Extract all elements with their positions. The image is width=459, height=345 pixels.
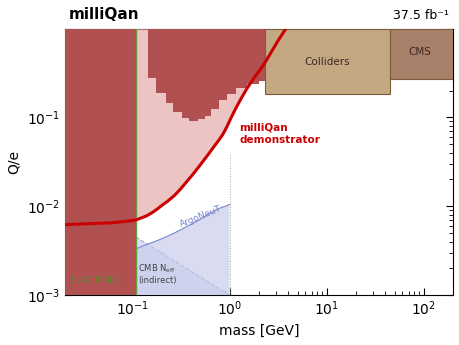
Y-axis label: Q/e: Q/e: [7, 150, 21, 174]
Polygon shape: [65, 204, 229, 295]
Text: milliQan: milliQan: [68, 7, 139, 22]
Text: 37.5 fb⁻¹: 37.5 fb⁻¹: [392, 9, 448, 22]
Polygon shape: [135, 237, 229, 295]
Bar: [389, 29, 452, 79]
Text: CMB N$_{\mathrm{eff}}$
(indirect): CMB N$_{\mathrm{eff}}$ (indirect): [138, 262, 177, 285]
X-axis label: mass [GeV]: mass [GeV]: [218, 324, 298, 338]
Text: CMS: CMS: [407, 47, 430, 57]
Text: SLAC MilliQ: SLAC MilliQ: [70, 276, 118, 285]
Text: milliQan
demonstrator: milliQan demonstrator: [239, 123, 319, 145]
Text: Colliders: Colliders: [303, 57, 349, 67]
Polygon shape: [65, 29, 268, 295]
Polygon shape: [65, 29, 135, 295]
Text: ArgoNeuT: ArgoNeuT: [179, 204, 223, 229]
Polygon shape: [65, 29, 268, 295]
Bar: [264, 29, 389, 94]
